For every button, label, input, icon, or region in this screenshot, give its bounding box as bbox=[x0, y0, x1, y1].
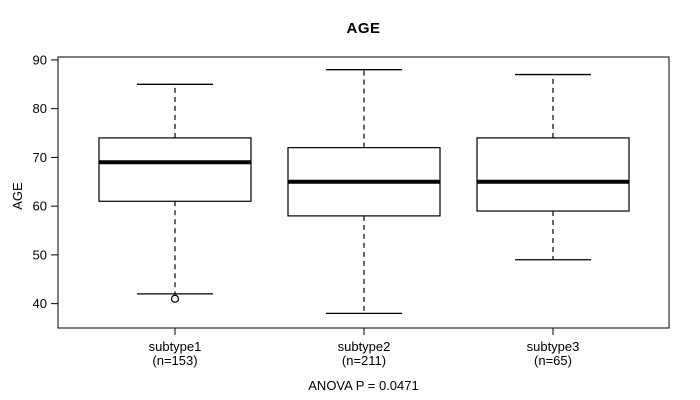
x-tick-sublabel: (n=211) bbox=[342, 353, 386, 368]
x-tick-sublabel: (n=153) bbox=[152, 353, 197, 368]
iqr-box bbox=[476, 137, 630, 212]
y-tick-label: 90 bbox=[33, 52, 47, 67]
outlier-point bbox=[170, 294, 180, 303]
y-tick-label: 80 bbox=[33, 101, 47, 116]
y-tick-label: 70 bbox=[33, 150, 47, 165]
x-tick-label: subtype2 bbox=[338, 339, 391, 354]
x-tick-label: subtype3 bbox=[527, 339, 580, 354]
chart-title: AGE bbox=[346, 20, 381, 37]
x-tick-label: subtype1 bbox=[149, 339, 202, 354]
y-tick-label: 40 bbox=[33, 296, 47, 311]
y-tick-label: 60 bbox=[33, 199, 47, 214]
x-tick-sublabel: (n=65) bbox=[534, 353, 572, 368]
anova-annotation: ANOVA P = 0.0471 bbox=[308, 378, 419, 393]
iqr-box bbox=[98, 137, 252, 202]
y-tick-label: 50 bbox=[33, 247, 47, 262]
